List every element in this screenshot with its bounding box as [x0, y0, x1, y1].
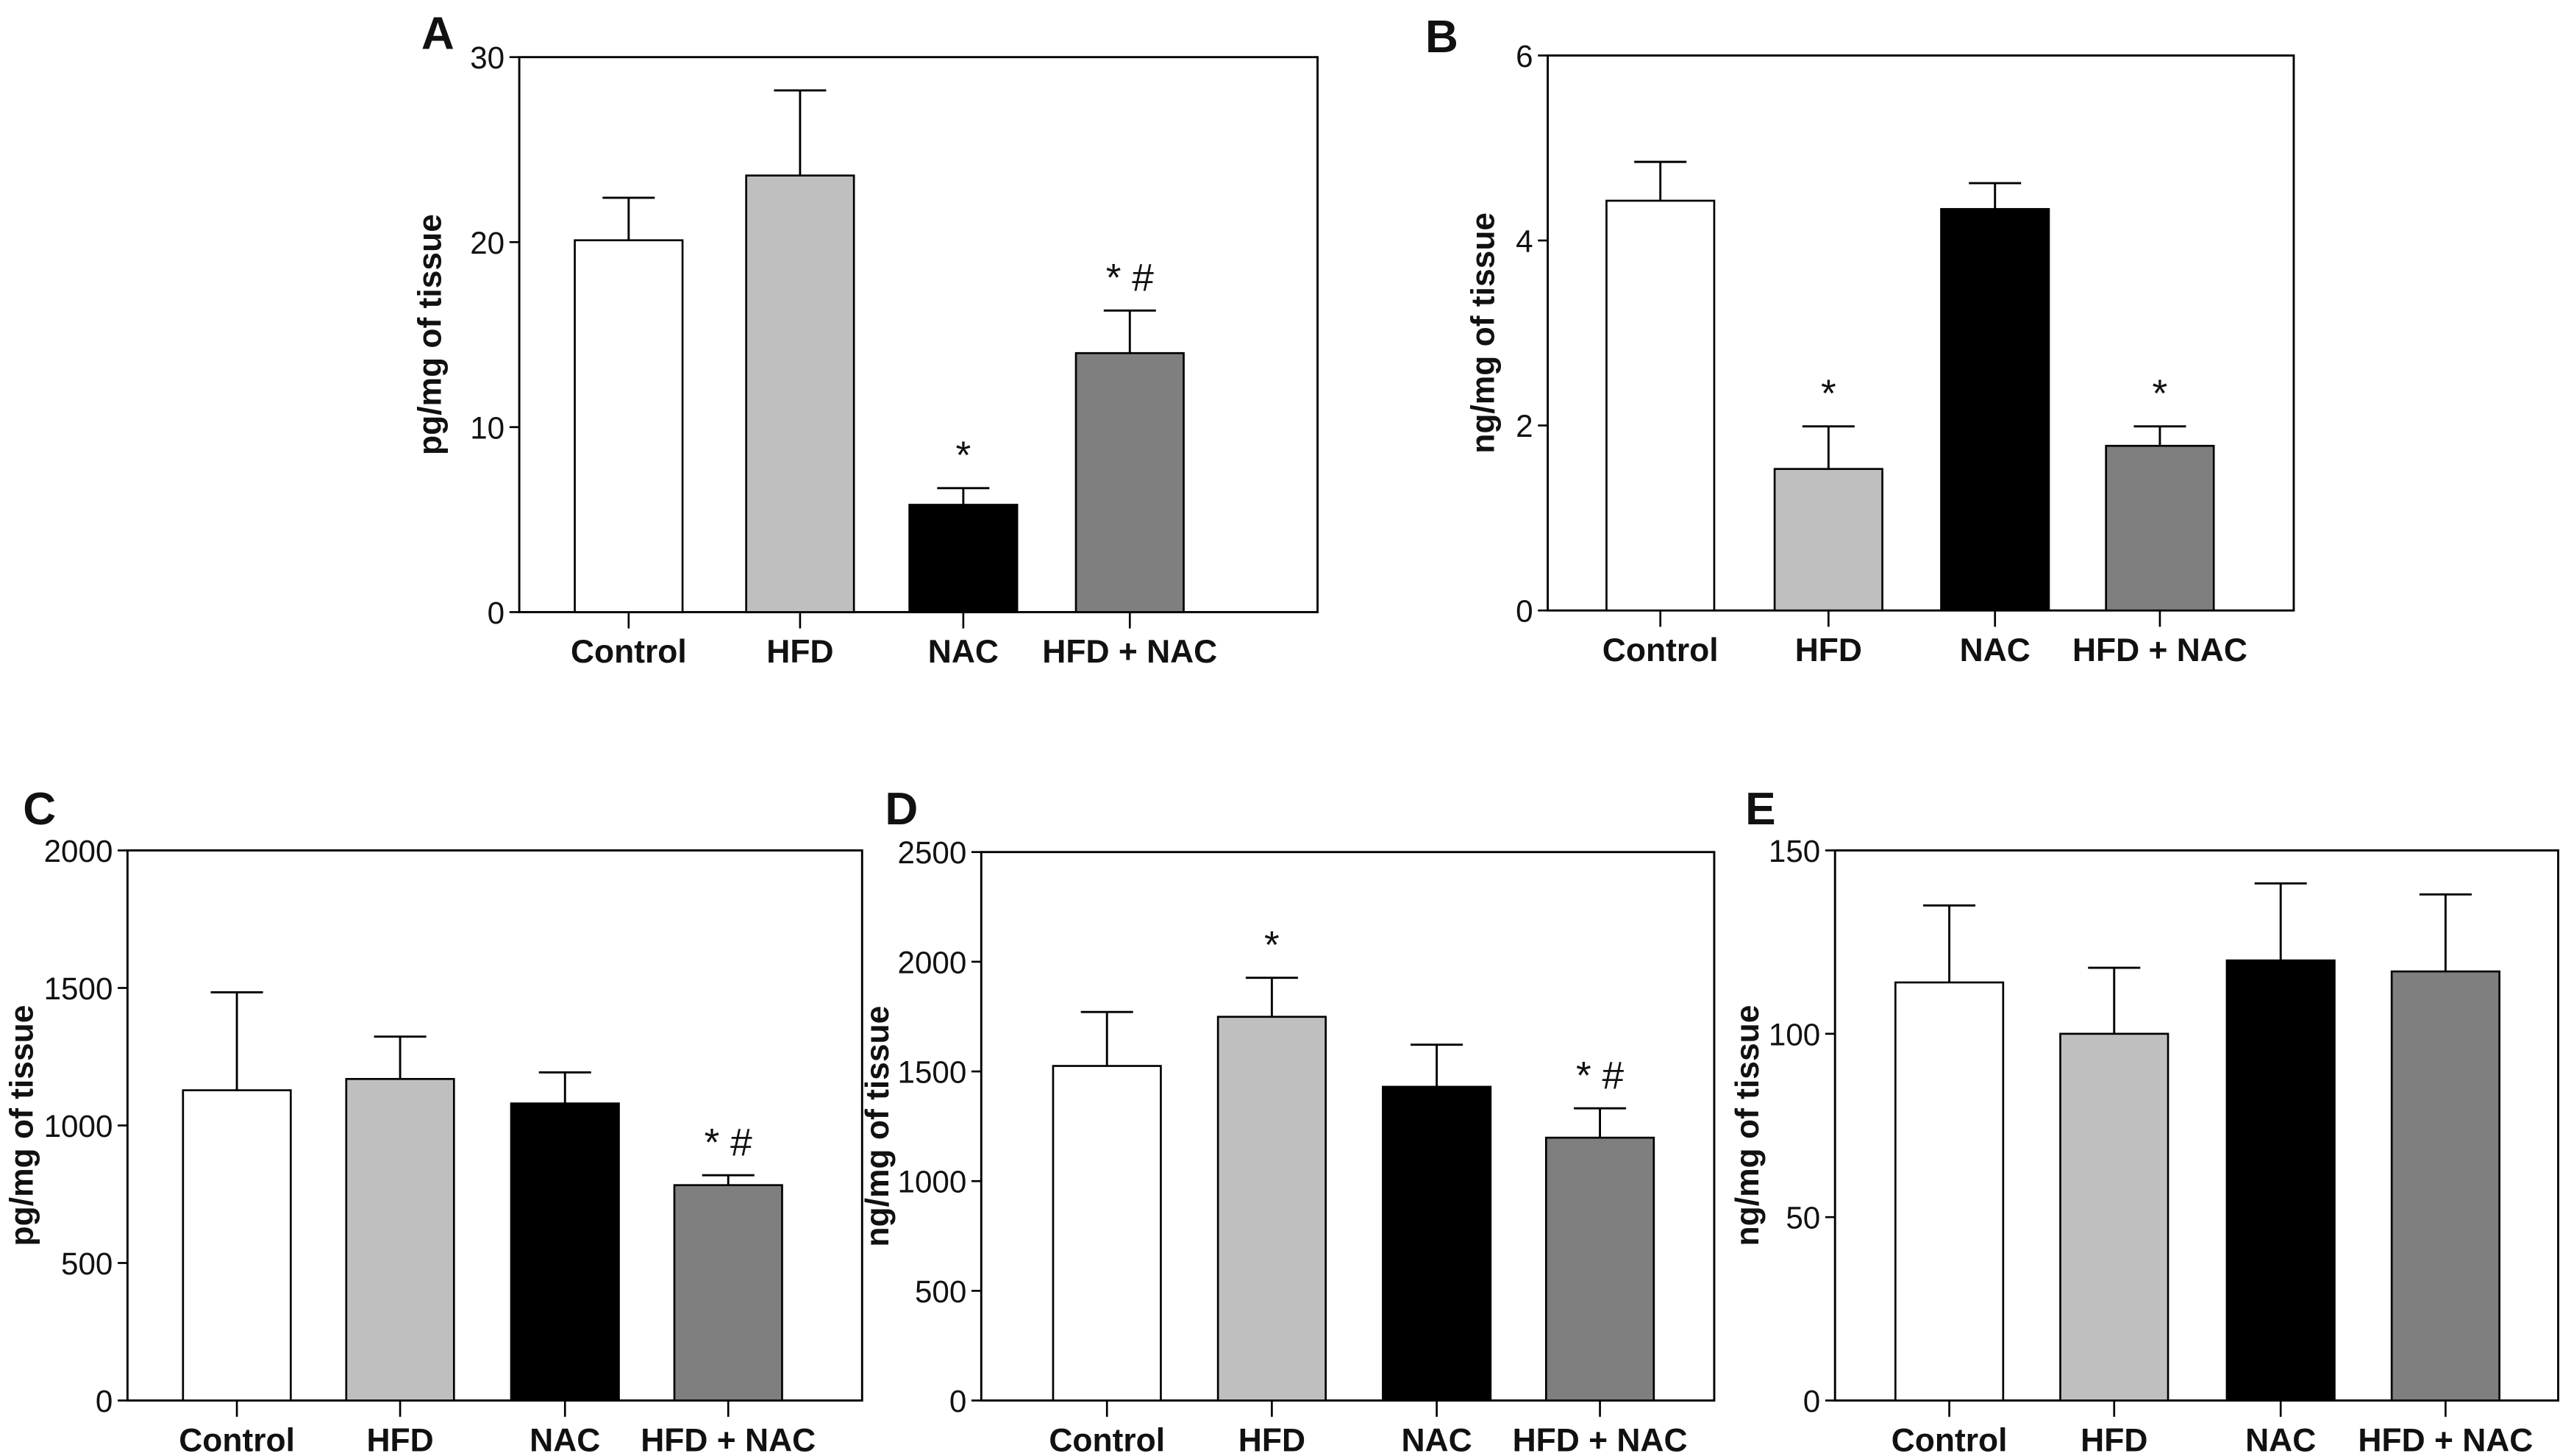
y-tick-label: 0: [1516, 594, 1533, 629]
x-tick-label: Control: [1602, 632, 1719, 668]
y-tick-label: 10: [470, 410, 504, 445]
significance-annotation: *: [2153, 372, 2168, 415]
x-tick-label: HFD: [1795, 632, 1862, 668]
bar-nac: [908, 504, 1019, 613]
x-tick-label: HFD: [766, 634, 833, 670]
y-tick-label: 1500: [898, 1055, 967, 1090]
x-tick-label: HFD + NAC: [2072, 632, 2247, 668]
bar-control: [1052, 1065, 1162, 1402]
significance-annotation: * #: [1106, 257, 1155, 300]
y-tick-label: 150: [1769, 834, 1820, 868]
y-tick-label: 500: [61, 1246, 113, 1281]
x-tick-label: NAC: [1402, 1422, 1472, 1456]
chart-panel-d: D 0 500 1000 1500 2000 2500 ng/mg of tissue Cont…: [860, 784, 1716, 1456]
bar-nac: [1382, 1085, 1492, 1402]
bar-hfd-nac: [1074, 351, 1185, 613]
y-tick-label: 20: [470, 226, 504, 260]
y-tick-label: 0: [96, 1384, 113, 1418]
chart-panel-e: E 0 50 100 150 ng/mg of tissue Control HFD NAC HF…: [1730, 784, 2559, 1456]
y-axis-label: pg/mg of tissue: [413, 214, 449, 455]
bar-hfd: [1773, 468, 1883, 612]
y-tick-label: 1000: [898, 1165, 967, 1199]
plot-frame: [1833, 849, 2559, 1402]
panel-label: D: [885, 784, 918, 835]
y-tick-label: 2000: [44, 834, 113, 868]
x-tick-label: NAC: [1960, 632, 2030, 668]
x-tick-label: Control: [179, 1422, 295, 1456]
x-tick-label: NAC: [928, 634, 999, 670]
x-tick-label: HFD: [2081, 1422, 2147, 1456]
bar-hfd: [1216, 1016, 1327, 1402]
y-axis-label: ng/mg of tissue: [860, 1006, 896, 1247]
y-tick-label: 2500: [898, 835, 967, 870]
bar-control: [182, 1089, 292, 1402]
x-tick-label: HFD + NAC: [1042, 634, 1217, 670]
significance-annotation: *: [1264, 924, 1280, 967]
chart-panel-b: B 0 2 4 6 ng/mg of tissue Control HFD * NAC HFD + …: [1425, 12, 2295, 668]
y-axis-label: ng/mg of tissue: [1465, 213, 1501, 454]
bar-nac: [2225, 959, 2336, 1402]
y-tick-label: 500: [915, 1274, 966, 1309]
significance-annotation: *: [1821, 372, 1836, 415]
y-tick-label: 0: [1803, 1384, 1820, 1418]
bar-hfd: [2059, 1032, 2169, 1402]
bar-hfd: [745, 174, 855, 613]
significance-annotation: * #: [1576, 1054, 1625, 1098]
panel-label: A: [421, 9, 454, 60]
y-tick-label: 100: [1769, 1017, 1820, 1052]
y-tick-label: 30: [470, 40, 504, 75]
y-tick-label: 4: [1516, 224, 1533, 259]
y-axis-label: pg/mg of tissue: [4, 1005, 40, 1246]
significance-annotation: *: [956, 434, 971, 477]
bar-nac: [510, 1102, 620, 1402]
x-tick-label: NAC: [530, 1422, 600, 1456]
y-tick-label: 0: [949, 1384, 966, 1418]
chart-panel-c: C 0 500 1000 1500 2000 pg/mg of tissue Control H…: [4, 784, 863, 1456]
y-tick-label: 6: [1516, 39, 1533, 74]
bar-control: [1605, 199, 1716, 612]
chart-panel-a: A 0 10 20 30 pg/mg of tissue Control HFD NAC * HFD…: [413, 9, 1319, 670]
significance-annotation: * #: [705, 1121, 753, 1165]
x-tick-label: HFD + NAC: [641, 1422, 816, 1456]
y-tick-label: 50: [1786, 1201, 1820, 1235]
x-tick-label: Control: [1049, 1422, 1165, 1456]
x-tick-label: HFD: [366, 1422, 433, 1456]
bar-hfd-nac: [673, 1184, 783, 1402]
x-tick-label: Control: [571, 634, 687, 670]
bar-hfd-nac: [2105, 444, 2215, 612]
y-tick-label: 2: [1516, 409, 1533, 443]
x-tick-label: Control: [1892, 1422, 2008, 1456]
panel-label: C: [23, 784, 56, 835]
y-tick-label: 1500: [44, 971, 113, 1006]
bar-hfd: [345, 1077, 455, 1402]
bar-control: [574, 239, 684, 613]
bar-nac: [1940, 207, 2050, 612]
y-tick-label: 2000: [898, 945, 967, 979]
y-tick-label: 0: [488, 596, 504, 630]
x-tick-label: HFD + NAC: [1513, 1422, 1688, 1456]
y-tick-label: 1000: [44, 1109, 113, 1143]
bar-control: [1894, 981, 2005, 1402]
bar-hfd-nac: [1544, 1136, 1655, 1402]
plot-frame: [980, 851, 1716, 1402]
x-tick-label: HFD: [1238, 1422, 1305, 1456]
panel-label: B: [1425, 12, 1458, 63]
y-axis-label: ng/mg of tissue: [1730, 1005, 1766, 1246]
plot-frame: [1547, 54, 2295, 612]
bar-hfd-nac: [2390, 970, 2500, 1402]
panel-label: E: [1745, 784, 1775, 835]
x-tick-label: HFD + NAC: [2358, 1422, 2533, 1456]
x-tick-label: NAC: [2245, 1422, 2316, 1456]
